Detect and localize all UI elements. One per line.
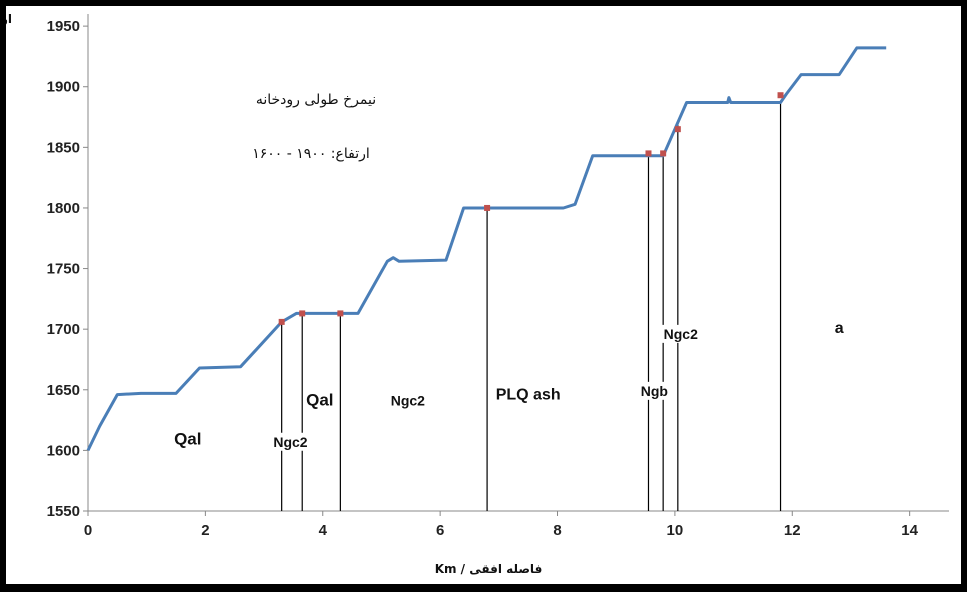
axes-layer: 1550 1600 1650 1700 1750 1800 1850 1900 1950 0 2 4 6… xyxy=(6,12,949,576)
chart-subtitle: ارتفاع: ۱۹۰۰ - ۱۶۰۰ xyxy=(252,146,370,162)
unit-label: Ngc2 xyxy=(664,326,698,342)
boundary-marker xyxy=(777,92,784,99)
unit-label: Qal xyxy=(174,429,201,448)
text-layer: نیمرخ طولی رودخانه ارتفاع: ۱۹۰۰ - ۱۶۰۰ Qal… xyxy=(174,92,844,451)
boundary-marker xyxy=(299,310,306,317)
x-tick-label: 4 xyxy=(319,522,328,539)
x-tick-label: 12 xyxy=(784,522,801,539)
unit-label: Ngc2 xyxy=(391,393,425,409)
chart-title: نیمرخ طولی رودخانه xyxy=(256,92,376,108)
unit-label: Ngc2 xyxy=(273,434,307,450)
unit-label-bg xyxy=(661,324,701,343)
dividers-layer xyxy=(281,102,782,511)
boundary-marker xyxy=(660,150,667,157)
boundary-marker xyxy=(278,318,285,325)
x-tick-label: 14 xyxy=(901,522,918,539)
boundary-marker xyxy=(484,204,491,211)
x-tick-label: 10 xyxy=(667,522,684,539)
y-tick-label: 1600 xyxy=(47,442,80,459)
y-tick-label: 1850 xyxy=(47,139,80,156)
x-axis-label: فاصله افقی / Km xyxy=(435,562,543,576)
elevation-profile-line xyxy=(86,46,887,452)
y-tick-label: 1750 xyxy=(47,261,80,278)
line-layer xyxy=(86,46,887,452)
unit-label-bg xyxy=(271,432,310,451)
unit-label: Ngb xyxy=(641,383,668,399)
unit-label-bg xyxy=(388,391,428,410)
unit-label: Qal xyxy=(306,391,333,410)
y-tick-label: 1900 xyxy=(47,79,80,96)
markers-layer xyxy=(278,92,784,325)
y-axis-label: ارتفاع /m xyxy=(6,12,12,26)
boundary-marker xyxy=(645,150,652,157)
bottom-edge xyxy=(0,584,967,592)
elevation-profile-chart: 1550 1600 1650 1700 1750 1800 1850 1900 1950 0 2 4 6… xyxy=(6,12,949,576)
y-tick-label: 1550 xyxy=(47,503,80,520)
y-tick-label: 1800 xyxy=(47,200,80,217)
x-tick-label: 0 xyxy=(84,522,92,539)
unit-label: a xyxy=(835,320,844,337)
x-tick-label: 2 xyxy=(201,522,209,539)
y-tick-label: 1650 xyxy=(47,382,80,399)
y-tick-label: 1700 xyxy=(47,321,80,338)
unit-label-bg xyxy=(638,381,670,400)
boundary-marker xyxy=(674,126,681,133)
boundary-marker xyxy=(337,310,344,317)
unit-label: PLQ ash xyxy=(496,386,561,403)
x-tick-label: 6 xyxy=(436,522,444,539)
x-tick-label: 8 xyxy=(553,522,561,539)
chart-frame: 1550 1600 1650 1700 1750 1800 1850 1900 1950 0 2 4 6… xyxy=(6,6,961,584)
y-tick-label: 1950 xyxy=(47,18,80,35)
